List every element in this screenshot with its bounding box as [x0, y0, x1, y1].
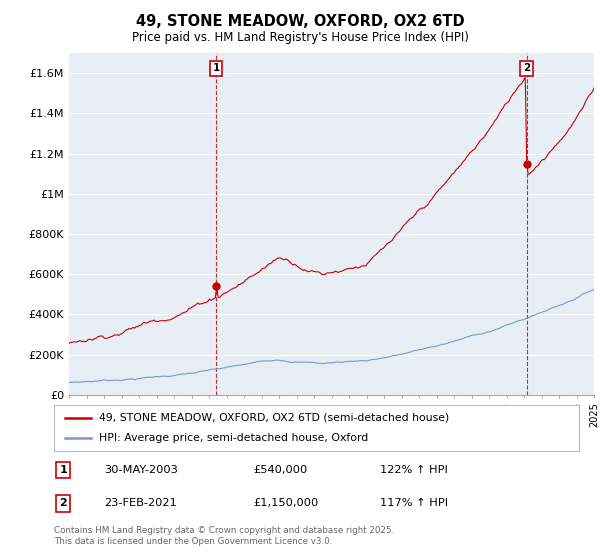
Text: HPI: Average price, semi-detached house, Oxford: HPI: Average price, semi-detached house,…	[98, 433, 368, 444]
Text: Contains HM Land Registry data © Crown copyright and database right 2025.
This d: Contains HM Land Registry data © Crown c…	[54, 526, 394, 546]
Text: £540,000: £540,000	[254, 465, 308, 475]
Text: £1,150,000: £1,150,000	[254, 498, 319, 508]
Text: Price paid vs. HM Land Registry's House Price Index (HPI): Price paid vs. HM Land Registry's House …	[131, 31, 469, 44]
Text: 1: 1	[59, 465, 67, 475]
Text: 49, STONE MEADOW, OXFORD, OX2 6TD: 49, STONE MEADOW, OXFORD, OX2 6TD	[136, 14, 464, 29]
Text: 49, STONE MEADOW, OXFORD, OX2 6TD (semi-detached house): 49, STONE MEADOW, OXFORD, OX2 6TD (semi-…	[98, 413, 449, 423]
Text: 2: 2	[523, 63, 530, 73]
Text: 1: 1	[212, 63, 220, 73]
Text: 30-MAY-2003: 30-MAY-2003	[104, 465, 178, 475]
Text: 2: 2	[59, 498, 67, 508]
Text: 117% ↑ HPI: 117% ↑ HPI	[380, 498, 448, 508]
Text: 122% ↑ HPI: 122% ↑ HPI	[380, 465, 448, 475]
Text: 23-FEB-2021: 23-FEB-2021	[104, 498, 176, 508]
